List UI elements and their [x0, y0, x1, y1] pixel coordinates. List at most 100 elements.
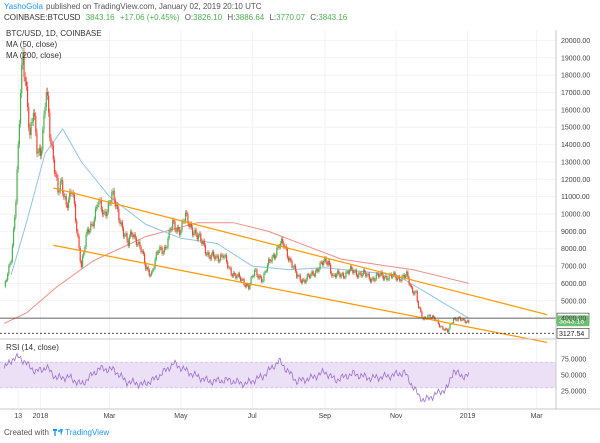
candle-body [279, 243, 281, 248]
candle-body [358, 273, 360, 278]
candle-body [204, 245, 207, 254]
candle-body [256, 269, 258, 276]
candle-body [324, 257, 326, 262]
candle-body [400, 280, 402, 282]
candle-body [241, 279, 243, 281]
candle-body [158, 251, 160, 254]
candle-body [48, 95, 50, 113]
candle-body [292, 267, 294, 268]
legend-ma50[interactable]: MA (50, close) [6, 40, 57, 49]
candle-body [92, 223, 94, 227]
candle-body [145, 263, 147, 270]
candle-body [207, 252, 209, 255]
candle-body [62, 180, 64, 194]
candle-body [44, 106, 46, 115]
rsi-pane[interactable]: RSI (14, close) [0, 343, 556, 403]
candle-body [151, 271, 153, 276]
candle-body [50, 137, 52, 145]
candle-body [458, 317, 460, 318]
price-tick-label: 7000.00 [561, 264, 586, 271]
price-tick-label: 19000.00 [561, 55, 590, 62]
candle-body [146, 267, 148, 270]
time-tick-label: Nov [390, 413, 403, 420]
price-tick-label: 6000.00 [561, 281, 586, 288]
time-axis[interactable]: 13 2018 Mar May Jul Sep Nov 2019 Mar [14, 413, 543, 420]
candle-body [310, 274, 312, 278]
candle-body [466, 320, 469, 322]
candle-body [258, 275, 260, 279]
candle-body [390, 274, 393, 278]
candle-body [406, 271, 408, 276]
candle-body [112, 190, 114, 193]
candle-body [374, 279, 376, 281]
price-marker-label: 3843.16 [559, 318, 584, 325]
candle-body [118, 209, 120, 221]
candle-body [21, 64, 23, 94]
price-gridlines [0, 30, 556, 409]
candle-body [152, 269, 154, 272]
candle-body [169, 229, 171, 231]
candle-body [415, 291, 417, 292]
candle-body [14, 217, 16, 230]
candle-body [120, 222, 122, 224]
legend-ma200[interactable]: MA (200, close) [6, 51, 62, 60]
time-tick-label: 13 [14, 413, 22, 420]
candle-body [265, 271, 267, 272]
candle-body [283, 243, 285, 248]
price-marker-label: 3127.54 [559, 331, 584, 338]
trendlines-layer [53, 187, 548, 344]
price-axis[interactable]: 4000.00 5000.00 6000.00 7000.00 8000.00 9000.… [561, 38, 590, 323]
candle-body [289, 258, 291, 261]
candle-body [38, 147, 40, 153]
indicator-legend: BTC/USD, 1D, COINBASE MA (50, close) MA … [6, 29, 102, 60]
candle-body [125, 233, 127, 236]
price-marker-box [556, 315, 590, 327]
candle-body [331, 273, 333, 277]
publisher-name[interactable]: YashoGola [4, 2, 43, 11]
candle-body [252, 276, 255, 277]
candle-body [85, 234, 87, 248]
candle-body [225, 255, 228, 262]
candle-body [198, 233, 201, 236]
candle-body [148, 269, 150, 276]
candle-body [156, 252, 159, 254]
candle-body [325, 257, 327, 262]
candle-body [368, 273, 370, 279]
time-tick-label: Mar [531, 413, 544, 420]
candle-body [122, 228, 125, 237]
candle-body [36, 132, 38, 154]
candle-body [105, 211, 107, 217]
candle-body [43, 114, 45, 130]
candle-body [385, 275, 387, 277]
candle-body [447, 329, 449, 333]
candle-body [132, 234, 134, 238]
candle-body [328, 261, 331, 265]
candle-body [242, 279, 244, 280]
candle-body [177, 227, 180, 230]
candle-body [55, 173, 57, 175]
candle-body [393, 272, 395, 276]
candle-body [60, 180, 63, 182]
price-tick-label: 17000.00 [561, 90, 590, 97]
candle-body [143, 253, 146, 264]
candle-body [287, 257, 290, 261]
legend-rsi[interactable]: RSI (14, close) [6, 343, 59, 352]
candle-body [416, 291, 418, 302]
candle-body [335, 274, 338, 278]
price-marker-box [556, 328, 590, 339]
footer-brand[interactable]: TradingView [65, 428, 110, 437]
candle-body [63, 193, 65, 198]
candle-body [301, 279, 304, 283]
price-change: +17.06 (+0.45%) [119, 13, 180, 22]
candle-body [180, 230, 182, 235]
candle-body [214, 256, 216, 260]
candle-body [131, 231, 133, 235]
candle-body [159, 247, 161, 252]
candle-body [235, 274, 237, 279]
candle-body [141, 251, 143, 252]
time-tick-label: Mar [103, 413, 116, 420]
rsi-axis[interactable]: 25.0000 50.0000 75.0000 [561, 357, 586, 396]
trend-channel-line [53, 244, 548, 344]
